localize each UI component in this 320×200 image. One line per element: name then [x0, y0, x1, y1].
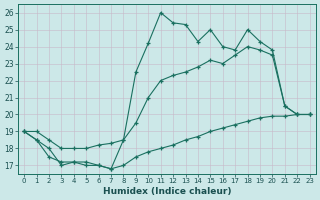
X-axis label: Humidex (Indice chaleur): Humidex (Indice chaleur) — [103, 187, 231, 196]
